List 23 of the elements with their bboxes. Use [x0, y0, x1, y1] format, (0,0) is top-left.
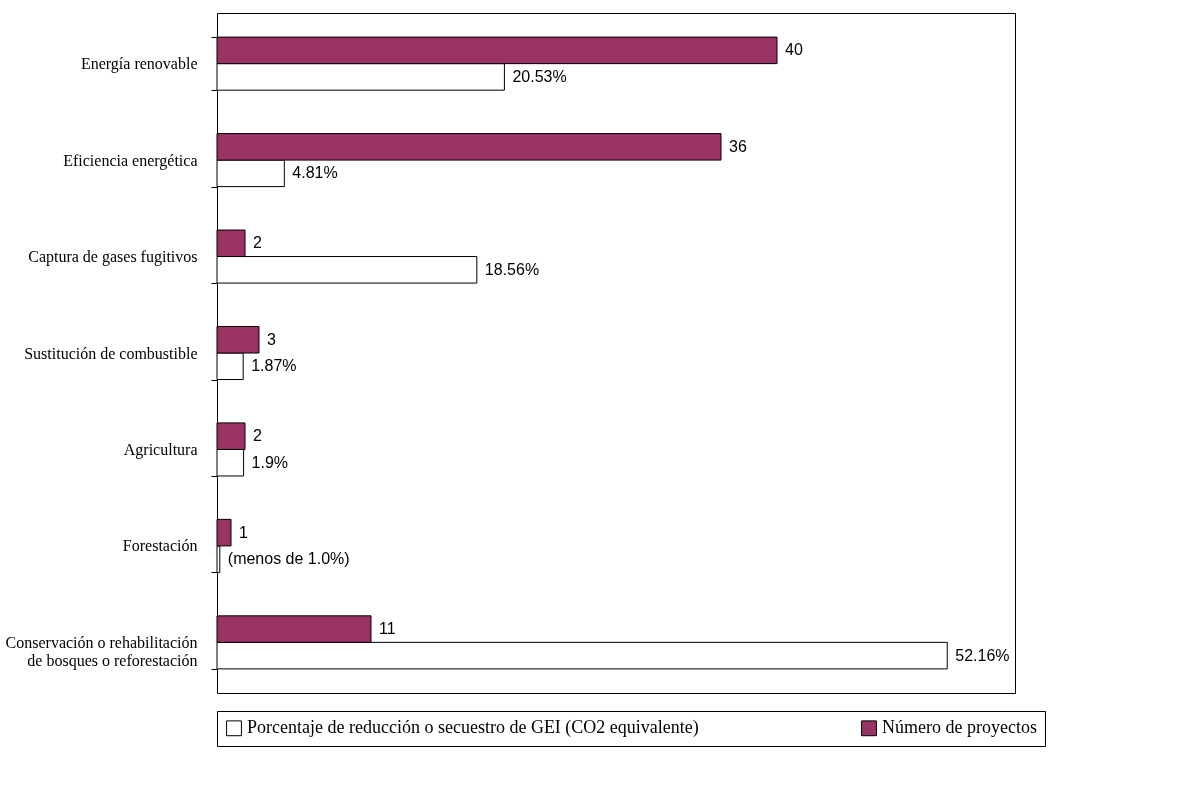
data-label: 20.53% — [512, 67, 567, 85]
legend-label: Porcentaje de reducción o secuestro de GEI (CO2 equivalente) — [247, 717, 699, 739]
data-label: 52.16% — [955, 646, 1010, 664]
data-label: 1.9% — [251, 453, 289, 471]
data-label: 2 — [253, 234, 262, 252]
data-label: 40 — [785, 41, 803, 59]
data-label: 2 — [253, 427, 262, 445]
y-tick-label: Energía renovable — [80, 55, 198, 74]
legend-label: Número de proyectos — [882, 717, 1037, 738]
y-tick-label: Agricultura — [123, 440, 198, 459]
data-label: 1 — [239, 523, 248, 541]
y-tick-label: Captura de gases fugitivos — [28, 248, 198, 267]
y-tick-label: Forestación — [122, 537, 198, 555]
y-tick-label: Conservación o rehabilitación de bosques o reforestación — [5, 633, 198, 670]
data-label: 18.56% — [484, 260, 540, 278]
data-label: 4.81% — [292, 164, 338, 182]
y-tick-label: Eficiencia energética — [63, 151, 198, 170]
data-label: 3 — [267, 330, 276, 348]
y-tick-label: Sustitución de combustible — [24, 344, 198, 362]
data-label: (menos de 1.0%) — [227, 550, 350, 568]
data-label: 11 — [379, 620, 396, 638]
data-label: 1.87% — [251, 357, 297, 375]
data-label: 36 — [729, 137, 747, 155]
